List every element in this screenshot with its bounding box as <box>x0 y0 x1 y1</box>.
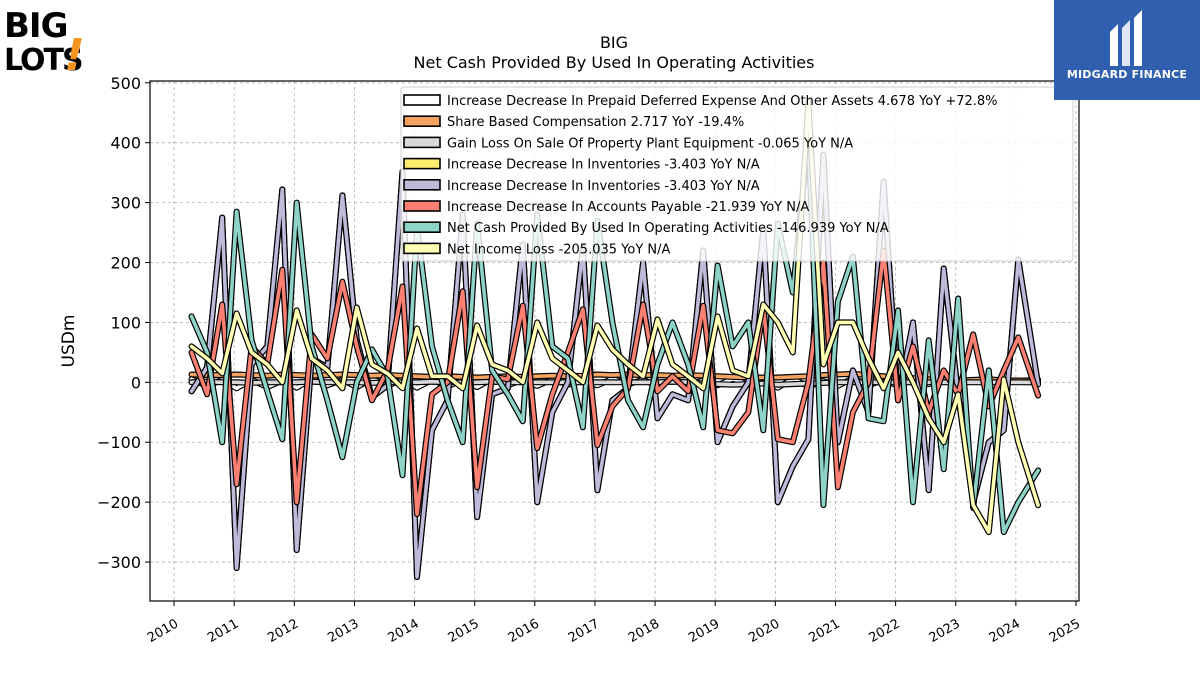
series-layer <box>188 97 1042 580</box>
x-tick-label: 2020 <box>746 616 782 646</box>
x-tick-label: 2018 <box>626 616 662 646</box>
y-tick-label: 100 <box>110 313 141 332</box>
big-lots-logo: BIG LOTS ! <box>2 4 102 81</box>
x-tick-label: 2011 <box>205 616 241 646</box>
y-tick-label: −200 <box>97 493 141 512</box>
x-tick-label: 2012 <box>265 616 301 646</box>
legend-swatch <box>403 157 441 170</box>
legend-entry: Increase Decrease In Prepaid Deferred Ex… <box>447 94 998 109</box>
x-tick-label: 2023 <box>927 616 963 646</box>
legend-box <box>400 86 1074 262</box>
x-ticks: 2010 2011 2012 2013 2014 2015 2016 2017 2018 2019… <box>145 601 1083 646</box>
y-tick-label: 300 <box>110 194 141 213</box>
legend-entry: Net Income Loss -205.035 YoY N/A <box>447 242 670 257</box>
legend-entry: Net Cash Provided By Used In Operating A… <box>447 221 889 236</box>
chart-subtitle: Net Cash Provided By Used In Operating A… <box>414 53 815 72</box>
legend-swatch <box>403 136 441 149</box>
y-tick-label: 0 <box>131 373 141 392</box>
series-7 <box>188 97 1042 536</box>
series-6 <box>188 133 1042 536</box>
midgard-logo-text: MIDGARD FINANCE <box>1066 68 1188 81</box>
legend-swatch <box>403 179 441 191</box>
big-lots-logo-line-2: LOTS <box>4 43 82 76</box>
legend-entry: Share Based Compensation 2.717 YoY -19.4… <box>447 115 744 130</box>
y-axis-label: USDm <box>59 315 79 368</box>
y-tick-label: −300 <box>97 553 141 572</box>
y-tick-label: 400 <box>110 134 141 153</box>
y-ticks: −300 −200 −100 0 100 200 300 400 500 <box>97 74 150 572</box>
legend-entry: Increase Decrease In Inventories -3.403 … <box>447 179 760 194</box>
x-tick-label: 2025 <box>1047 616 1083 646</box>
x-tick-label: 2013 <box>325 616 361 646</box>
big-lots-logo-line-1: BIG <box>4 6 67 46</box>
legend-entry: Increase Decrease In Accounts Payable -2… <box>447 200 809 215</box>
legend-swatch <box>403 94 441 106</box>
x-tick-label: 2016 <box>506 616 542 646</box>
series-line <box>189 379 1040 387</box>
y-tick-label: −100 <box>97 433 141 452</box>
x-tick-label: 2015 <box>446 616 482 646</box>
chart-title: BIG <box>600 33 628 52</box>
series-2 <box>188 378 1042 388</box>
x-tick-label: 2019 <box>686 616 722 646</box>
legend-entry: Increase Decrease In Inventories -3.403 … <box>447 158 760 173</box>
series-line <box>189 99 1040 534</box>
series-line <box>189 134 1040 534</box>
x-tick-label: 2010 <box>145 616 181 646</box>
x-tick-label: 2022 <box>867 616 903 646</box>
x-tick-label: 2017 <box>566 616 602 646</box>
x-tick-label: 2021 <box>806 616 842 646</box>
midgard-finance-logo: MIDGARD FINANCE <box>1054 0 1200 100</box>
legend-entry: Gain Loss On Sale Of Property Plant Equi… <box>447 136 853 151</box>
plot-frame <box>149 80 1080 602</box>
y-tick-label: 200 <box>110 254 141 273</box>
legend-swatch <box>403 200 441 212</box>
y-tick-label: 500 <box>110 74 141 93</box>
legend-swatch <box>403 221 441 233</box>
x-tick-label: 2024 <box>987 616 1023 646</box>
legend-swatch <box>403 242 441 255</box>
legend: Increase Decrease In Prepaid Deferred Ex… <box>400 86 1074 262</box>
midgard-logo-icon <box>1110 10 1142 66</box>
x-tick-label: 2014 <box>385 616 421 646</box>
legend-swatch <box>403 115 441 127</box>
